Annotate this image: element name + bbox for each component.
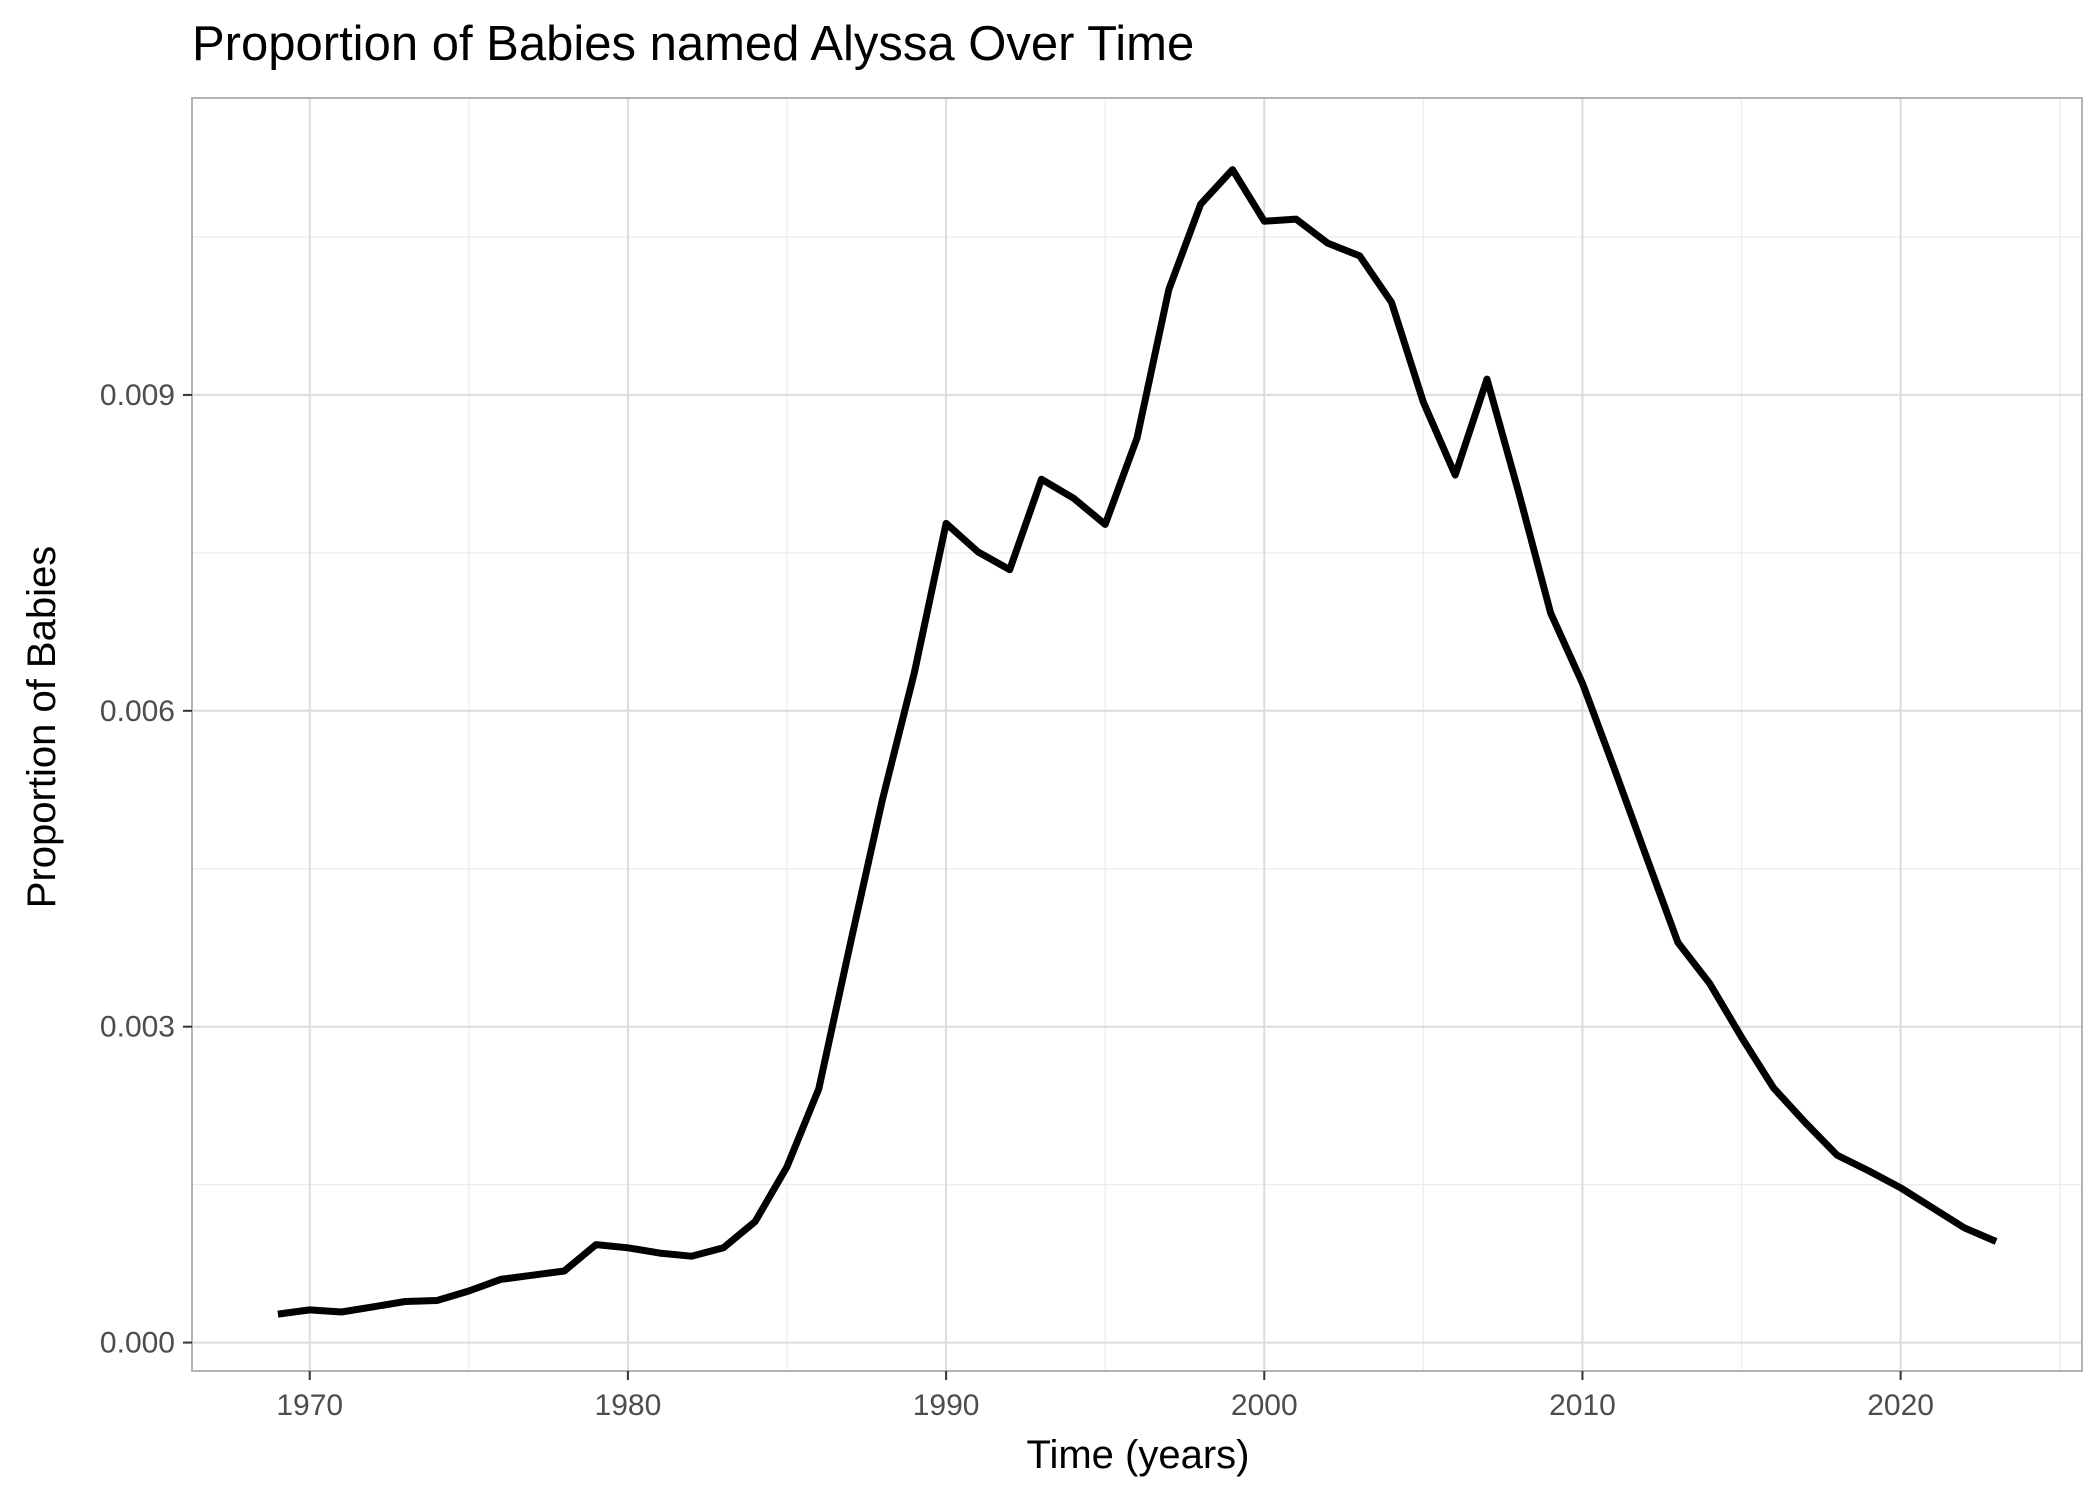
y-tick-label: 0.003	[100, 1011, 175, 1044]
y-tick-label: 0.000	[100, 1327, 175, 1360]
y-tick-label: 0.009	[100, 379, 175, 412]
chart-title: Proportion of Babies named Alyssa Over T…	[192, 17, 1194, 71]
x-tick-label: 2010	[1549, 1389, 1616, 1422]
x-tick-label: 2000	[1231, 1389, 1298, 1422]
x-axis-title: Time (years)	[1027, 1433, 1250, 1477]
series-line	[277, 166, 1998, 1318]
x-tick-label: 1980	[595, 1389, 662, 1422]
y-tick-label: 0.006	[100, 695, 175, 728]
y-axis-title: Proportion of Babies	[20, 546, 64, 908]
panel-border	[191, 97, 2083, 1372]
x-tick-label: 1990	[913, 1389, 980, 1422]
x-tick-label: 2020	[1867, 1389, 1934, 1422]
x-tick-label: 1970	[276, 1389, 343, 1422]
axes: 1970 1980 1990 2000 2010 2020 0.000 0.003 0.006 0…	[100, 379, 1934, 1422]
grid	[192, 98, 2082, 1371]
